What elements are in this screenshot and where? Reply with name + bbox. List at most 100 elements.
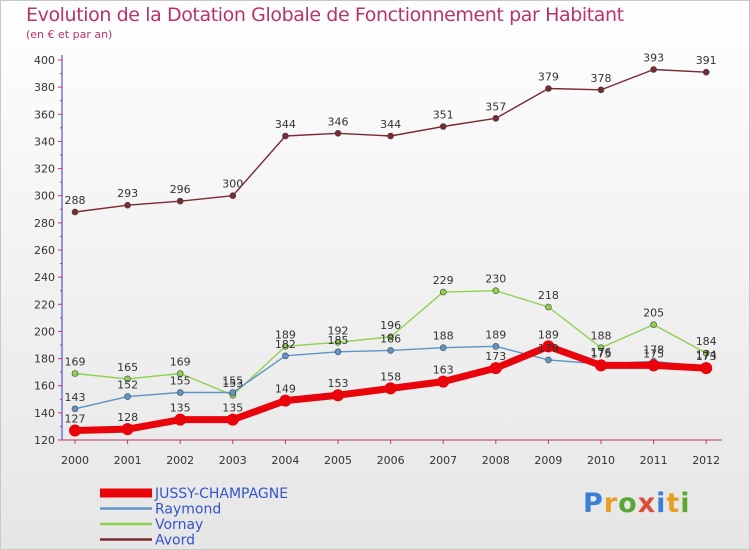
- data-point: [384, 382, 397, 395]
- data-label: 152: [117, 379, 138, 392]
- data-point: [650, 66, 657, 73]
- y-tick-label: 280: [34, 217, 55, 230]
- data-label: 379: [538, 71, 559, 84]
- data-label: 143: [65, 391, 86, 404]
- x-tick-label: 2002: [166, 454, 194, 467]
- chart-title: Evolution de la Dotation Globale de Fonc…: [26, 4, 624, 26]
- data-point: [121, 423, 134, 436]
- y-tick-label: 220: [34, 298, 55, 311]
- y-tick-label: 140: [34, 407, 55, 420]
- data-point: [176, 197, 184, 205]
- data-point: [489, 362, 502, 375]
- y-tick-label: 300: [34, 190, 55, 203]
- data-point: [492, 287, 500, 295]
- y-tick-label: 260: [34, 244, 55, 257]
- data-label: 218: [538, 289, 559, 302]
- data-point: [71, 208, 79, 216]
- data-label: 153: [328, 377, 349, 390]
- data-point: [332, 389, 344, 402]
- data-label: 378: [591, 72, 612, 85]
- data-point: [702, 68, 710, 76]
- legend-label: Avord: [155, 533, 195, 549]
- data-label: 296: [170, 183, 191, 196]
- data-label: 188: [433, 330, 454, 343]
- x-tick-label: 2006: [377, 454, 405, 467]
- x-tick-label: 2011: [640, 454, 668, 467]
- data-label: 182: [275, 338, 296, 351]
- data-point: [334, 348, 342, 356]
- data-point: [439, 123, 447, 130]
- data-label: 178: [643, 343, 664, 356]
- data-point: [69, 424, 81, 437]
- data-point: [545, 303, 552, 311]
- x-tick-label: 2007: [429, 454, 457, 467]
- y-tick-label: 360: [34, 108, 55, 121]
- legend-label: JUSSY-CHAMPAGNE: [154, 486, 288, 502]
- x-tick-label: 2012: [692, 454, 720, 467]
- legend-label: Vornay: [155, 517, 203, 533]
- data-label: 155: [170, 375, 191, 388]
- data-label: 185: [328, 334, 349, 347]
- y-tick-label: 180: [34, 353, 55, 366]
- data-label: 188: [591, 330, 612, 343]
- data-point: [279, 394, 292, 407]
- x-tick-label: 2009: [534, 454, 562, 467]
- data-label: 393: [643, 52, 664, 65]
- y-tick-label: 200: [34, 325, 55, 338]
- data-point: [702, 349, 710, 357]
- data-point: [492, 115, 500, 122]
- data-point: [545, 85, 552, 92]
- data-point: [597, 344, 605, 352]
- y-tick-label: 400: [34, 54, 55, 67]
- data-label: 165: [117, 361, 138, 374]
- data-point: [229, 192, 237, 200]
- data-label: 163: [433, 364, 454, 377]
- data-label: 196: [380, 319, 401, 332]
- data-label: 230: [485, 273, 506, 286]
- data-point: [124, 393, 131, 400]
- y-tick-label: 160: [34, 380, 55, 393]
- data-point: [124, 201, 131, 209]
- y-tick-label: 380: [34, 81, 55, 94]
- data-label: 344: [380, 118, 401, 131]
- legend-label: Raymond: [155, 502, 221, 518]
- data-label: 229: [433, 274, 454, 287]
- data-label: 174: [696, 349, 717, 362]
- data-point: [226, 413, 239, 426]
- data-label: 127: [65, 413, 86, 426]
- data-point: [71, 405, 79, 413]
- data-point: [387, 132, 394, 140]
- data-point: [176, 389, 184, 396]
- data-label: 176: [591, 346, 612, 359]
- x-tick-label: 2003: [219, 454, 247, 467]
- x-tick-label: 2004: [271, 454, 299, 467]
- data-point: [595, 359, 607, 372]
- x-tick-label: 2010: [587, 454, 615, 467]
- data-point: [647, 359, 660, 372]
- data-point: [700, 362, 713, 375]
- y-tick-label: 320: [34, 163, 55, 176]
- y-tick-label: 340: [34, 135, 55, 148]
- data-point: [439, 344, 447, 352]
- data-point: [334, 338, 342, 346]
- data-label: 155: [222, 375, 243, 388]
- data-label: 169: [65, 356, 86, 369]
- data-point: [650, 321, 657, 328]
- data-point: [282, 352, 289, 360]
- x-tick-label: 2005: [324, 454, 352, 467]
- data-label: 135: [170, 402, 191, 415]
- x-tick-label: 2000: [61, 454, 89, 467]
- data-label: 293: [117, 187, 138, 200]
- data-label: 175: [643, 347, 664, 360]
- data-point: [387, 333, 394, 341]
- data-point: [542, 340, 555, 353]
- data-label: 173: [485, 350, 506, 363]
- data-label: 149: [275, 383, 296, 396]
- data-point: [492, 343, 500, 350]
- data-label: 192: [328, 324, 349, 337]
- data-point: [176, 370, 184, 377]
- y-tick-label: 120: [34, 434, 55, 447]
- data-label: 351: [433, 109, 454, 122]
